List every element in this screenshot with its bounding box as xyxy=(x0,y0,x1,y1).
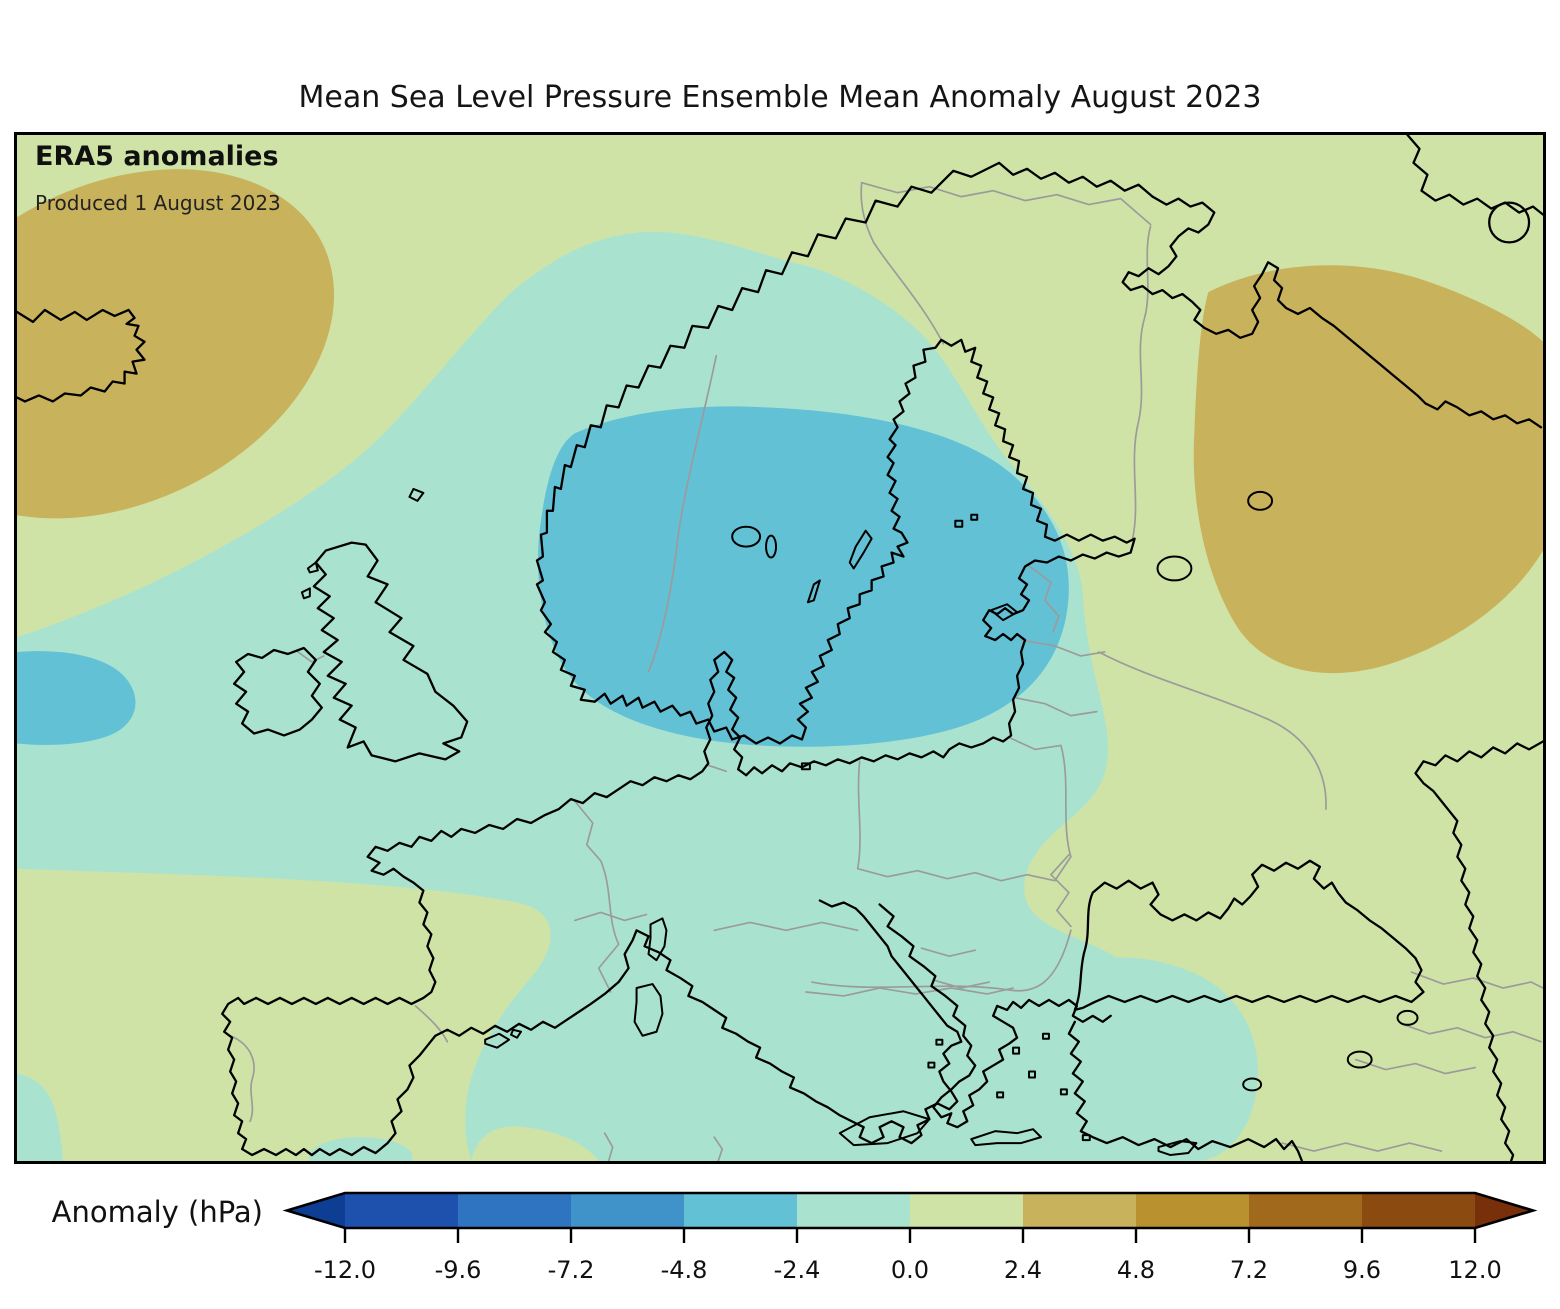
islands xyxy=(484,513,1198,1157)
cb-tick-label: 4.8 xyxy=(1117,1256,1155,1284)
colorbar-label: Anomaly (hPa) xyxy=(51,1195,263,1229)
colorbar-tick-labels: -12.0 -9.6 -7.2 -4.8 -2.4 0.0 2.4 4.8 7.… xyxy=(314,1256,1502,1284)
cb-tick-label: -4.8 xyxy=(661,1256,708,1284)
colorbar: Anomaly (hPa) xyxy=(0,1183,1560,1305)
cb-under-arrow xyxy=(287,1193,345,1228)
cb-tick-label: 12.0 xyxy=(1448,1256,1501,1284)
fill-band-p1 xyxy=(17,135,1543,1161)
country-borders xyxy=(229,181,1543,1161)
cb-seg-8 xyxy=(1249,1193,1362,1228)
era5-heading: ERA5 anomalies xyxy=(35,141,279,172)
lakes xyxy=(731,490,1419,1092)
great-britain-coast xyxy=(312,541,469,763)
coastlines xyxy=(17,135,1543,1161)
cb-tick-label: 0.0 xyxy=(891,1256,929,1284)
page-title: Mean Sea Level Pressure Ensemble Mean An… xyxy=(298,80,1262,115)
cb-tick-label: -12.0 xyxy=(314,1256,376,1284)
cb-over-arrow xyxy=(1475,1193,1533,1228)
cb-seg-7 xyxy=(1136,1193,1249,1228)
cb-tick-label: -2.4 xyxy=(774,1256,821,1284)
cb-seg-5 xyxy=(910,1193,1023,1228)
cb-seg-4 xyxy=(797,1193,910,1228)
anatolia-coast xyxy=(1067,1020,1304,1161)
white-sea-coast xyxy=(1121,195,1543,429)
europe-anomaly-map xyxy=(17,135,1543,1161)
fill-band-p2 xyxy=(17,169,1543,674)
cb-tick-label: -9.6 xyxy=(435,1256,482,1284)
colorbar-ticks xyxy=(343,1228,1477,1243)
cb-seg-9 xyxy=(1362,1193,1475,1228)
colorbar-segments xyxy=(287,1193,1533,1228)
cb-tick-label: 2.4 xyxy=(1004,1256,1042,1284)
ireland-coast xyxy=(233,646,323,737)
cb-seg-6 xyxy=(1023,1193,1136,1228)
black-sea-coast xyxy=(1073,859,1425,1012)
cb-seg-1 xyxy=(458,1193,571,1228)
colorbar-svg: -12.0 -9.6 -7.2 -4.8 -2.4 0.0 2.4 4.8 7.… xyxy=(282,1191,1538,1284)
continental-coast xyxy=(221,161,1154,1157)
cb-seg-2 xyxy=(571,1193,684,1228)
iceland-coast xyxy=(17,308,146,403)
fill-band-m2 xyxy=(17,406,1069,747)
cb-seg-3 xyxy=(684,1193,797,1228)
map-panel: ERA5 anomalies Produced 1 August 2023 xyxy=(14,132,1546,1164)
cb-tick-label: 7.2 xyxy=(1230,1256,1268,1284)
cb-seg-0 xyxy=(345,1193,458,1228)
produced-date-label: Produced 1 August 2023 xyxy=(35,191,281,215)
balkan-greece-coast xyxy=(878,903,1112,1129)
cb-tick-label: -7.2 xyxy=(548,1256,595,1284)
cb-tick-label: 9.6 xyxy=(1343,1256,1381,1284)
caspian-coast xyxy=(1414,740,1543,1161)
